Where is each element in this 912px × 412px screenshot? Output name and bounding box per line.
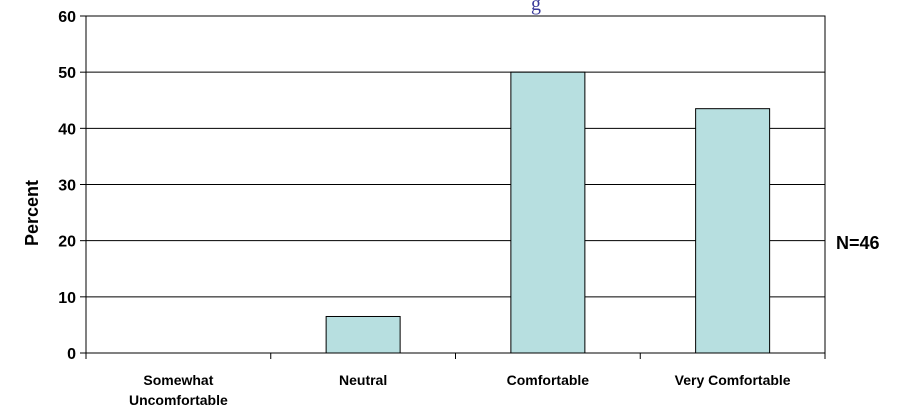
bar-3 — [695, 108, 771, 354]
y-tick-label: 0 — [67, 346, 76, 363]
x-category-label: Neutral — [339, 372, 387, 388]
x-category-label-line: Comfortable — [507, 372, 590, 388]
x-category-label: Comfortable — [507, 372, 590, 388]
bars — [325, 71, 771, 354]
y-tick-label: 20 — [58, 234, 76, 251]
y-tick-label: 30 — [58, 178, 76, 195]
sample-size-label: N=46 — [836, 233, 880, 253]
x-category-label-line: Very Comfortable — [675, 372, 791, 388]
y-tick-label: 50 — [58, 65, 76, 82]
x-axis-category-labels: Somewhat Uncomfortable Neutral Comfortable V… — [129, 372, 791, 408]
axes — [80, 15, 826, 359]
x-category-label-line: Somewhat — [143, 372, 213, 388]
y-axis-title: Percent — [22, 180, 42, 246]
x-category-label: Very Comfortable — [675, 372, 791, 388]
y-tick-label: 40 — [58, 121, 76, 138]
x-category-label-line: Uncomfortable — [129, 392, 228, 408]
x-category-label: Somewhat Uncomfortable — [129, 372, 228, 408]
y-axis-tick-labels: 0 10 20 30 40 50 60 — [58, 9, 76, 363]
y-tick-label: 60 — [58, 9, 76, 26]
chart-title-fragment: g — [531, 0, 541, 15]
bar-1 — [325, 315, 401, 354]
bar-2 — [510, 71, 586, 354]
x-category-label-line: Neutral — [339, 372, 387, 388]
y-tick-label: 10 — [58, 290, 76, 307]
